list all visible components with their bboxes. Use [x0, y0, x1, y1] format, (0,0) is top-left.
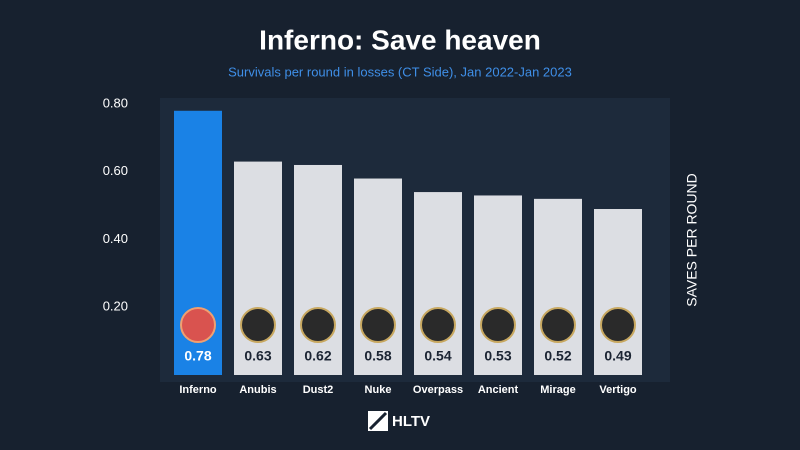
- logo: [368, 411, 388, 431]
- logo-slash: [368, 411, 388, 431]
- x-tick-label: Overpass: [413, 384, 463, 396]
- x-tick-label: Anubis: [239, 384, 276, 396]
- y-tick-label: 0.40: [103, 231, 128, 246]
- map-icon: [180, 307, 216, 343]
- x-tick-label: Vertigo: [599, 384, 637, 396]
- x-tick-label: Mirage: [540, 384, 575, 396]
- map-icon: [240, 307, 276, 343]
- value-label: 0.53: [484, 348, 511, 364]
- x-tick-label: Nuke: [365, 384, 392, 396]
- y-tick-label: 0.80: [103, 95, 128, 110]
- y-axis-label: SAVES PER ROUND: [684, 173, 700, 307]
- value-label: 0.54: [424, 348, 451, 364]
- x-tick-label: Dust2: [303, 384, 334, 396]
- value-label: 0.49: [604, 348, 631, 364]
- value-label: 0.58: [364, 348, 391, 364]
- y-tick-label: 0.60: [103, 163, 128, 178]
- y-tick-label: 0.20: [103, 299, 128, 314]
- x-tick-label: Ancient: [478, 384, 519, 396]
- value-label: 0.62: [304, 348, 331, 364]
- source: HLTV: [392, 413, 430, 430]
- value-label: 0.52: [544, 348, 571, 364]
- bar: [594, 209, 642, 375]
- bar: [354, 178, 402, 375]
- map-icon: [540, 307, 576, 343]
- bar: [474, 195, 522, 375]
- value-label: 0.63: [244, 348, 271, 364]
- bar: [294, 164, 342, 375]
- bar: [414, 192, 462, 375]
- chart-subtitle: Survivals per round in losses (CT Side),…: [228, 64, 572, 79]
- map-icon: [420, 307, 456, 343]
- value-label: 0.78: [184, 348, 211, 364]
- chart-title: Inferno: Save heaven: [259, 24, 541, 55]
- x-tick-label: Inferno: [179, 384, 217, 396]
- map-icon: [480, 307, 516, 343]
- bar: [534, 198, 582, 375]
- map-icon: [300, 307, 336, 343]
- map-icon: [360, 307, 396, 343]
- map-icon: [600, 307, 636, 343]
